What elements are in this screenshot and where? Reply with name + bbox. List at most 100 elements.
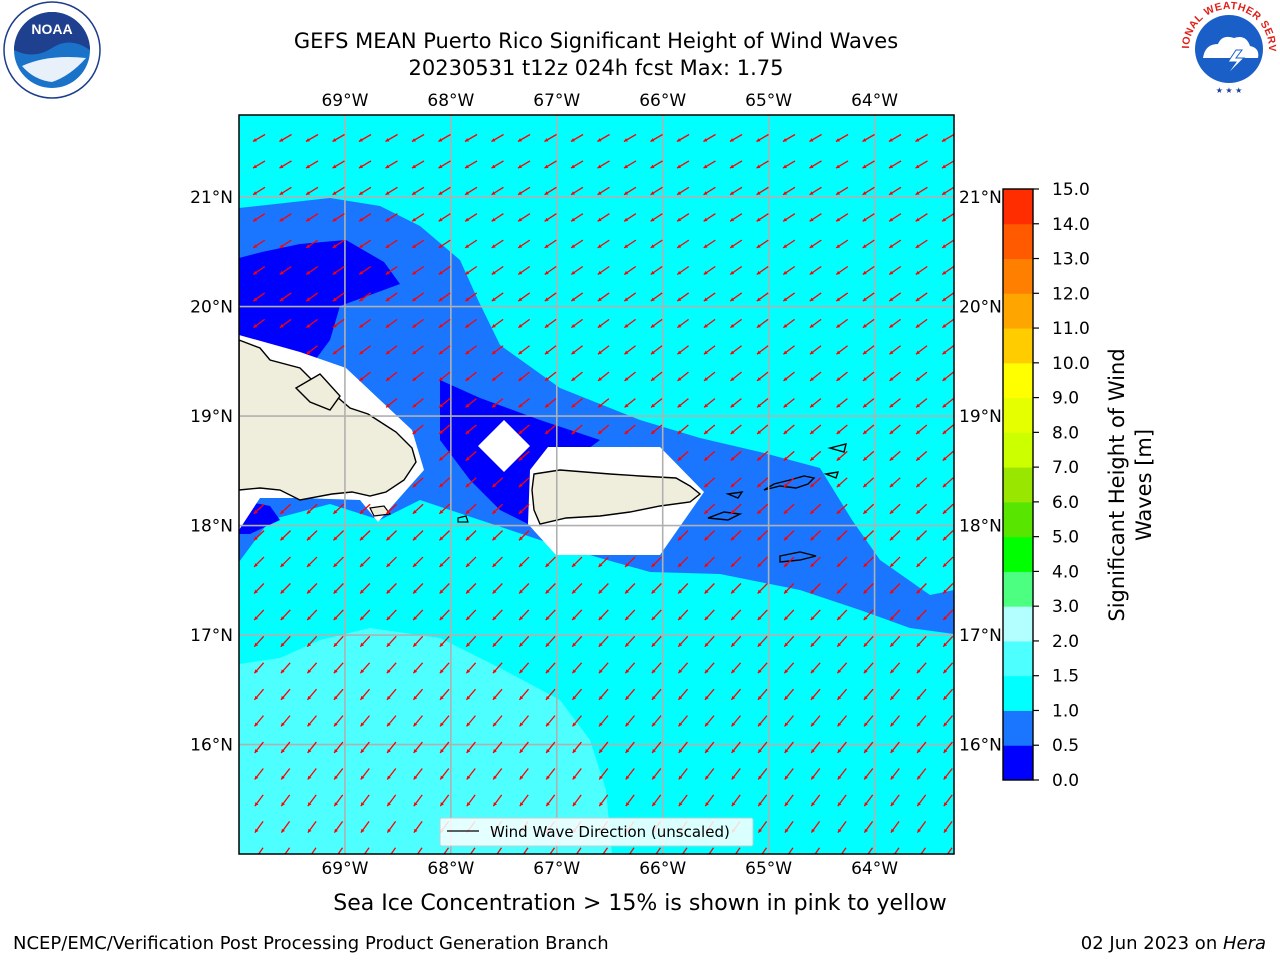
wind-wave-arrow (544, 239, 557, 249)
wind-wave-arrow (941, 318, 954, 329)
wind-wave-arrow (412, 477, 424, 488)
wind-wave-arrow (598, 768, 609, 780)
colorbar-tick-label: 10.0 (1052, 354, 1090, 374)
wind-wave-arrow (544, 345, 557, 355)
wind-wave-arrow (385, 345, 398, 355)
wind-wave-arrow (570, 160, 584, 169)
wind-wave-arrow (464, 265, 478, 276)
wind-wave-arrow (385, 213, 398, 222)
colorbar-segment (1003, 328, 1033, 364)
wind-wave-arrow (863, 741, 874, 754)
wind-wave-arrow (597, 213, 610, 222)
land-mask-mona (478, 420, 530, 472)
wind-wave-arrow (517, 239, 531, 249)
wind-wave-arrow (252, 239, 266, 249)
wind-wave-arrow (359, 556, 371, 568)
wind-wave-arrow (279, 503, 292, 515)
wind-wave-arrow (677, 609, 689, 621)
map-legend: Wind Wave Direction (unscaled) (439, 817, 754, 847)
wind-wave-arrow (518, 477, 530, 488)
wind-wave-arrow (598, 609, 609, 621)
wind-wave-arrow (677, 688, 689, 701)
wind-wave-arrow (784, 794, 794, 807)
colorbar-tick-label: 12.0 (1052, 284, 1090, 304)
colorbar-tick-label: 4.0 (1052, 562, 1079, 582)
wind-wave-arrow (545, 741, 556, 754)
lon-label-top: 66°W (639, 91, 686, 111)
colorbar-tick-label: 5.0 (1052, 528, 1079, 548)
wind-wave-arrow (651, 688, 662, 701)
wind-wave-arrow (279, 239, 292, 249)
wind-wave-arrow (386, 662, 397, 674)
wind-wave-arrow (333, 635, 344, 648)
wind-wave-arrow (941, 186, 954, 196)
colorbar-segment (1003, 362, 1033, 399)
wind-wave-arrow (305, 186, 319, 196)
wind-wave-arrow (809, 345, 822, 355)
wind-wave-arrow (888, 239, 902, 249)
wind-wave-arrow (597, 318, 610, 329)
wind-wave-arrow (438, 133, 451, 143)
wind-wave-arrow (465, 371, 477, 382)
wind-wave-arrow (809, 477, 822, 488)
lat-label-left: 20°N (190, 298, 233, 318)
colorbar-tick-label: 15.0 (1052, 180, 1090, 200)
wind-wave-arrow (413, 715, 423, 727)
colorbar-segment (1003, 432, 1033, 468)
wind-wave-arrow (915, 424, 928, 435)
wind-wave-arrow (491, 239, 504, 249)
wind-wave-arrow (253, 583, 265, 594)
wind-wave-arrow (571, 583, 583, 594)
wind-wave-arrow (731, 741, 741, 754)
wind-wave-arrow (253, 503, 265, 515)
chart-title: GEFS MEAN Puerto Rico Significant Height… (293, 29, 899, 53)
wind-wave-arrow (810, 820, 821, 834)
wind-wave-arrow (464, 133, 478, 143)
wind-wave-arrow (333, 768, 344, 780)
wind-wave-arrow (438, 371, 451, 382)
wind-wave-arrow (518, 503, 530, 515)
wind-wave-arrow (570, 265, 584, 276)
wind-wave-arrow (518, 371, 530, 382)
land-saona (369, 505, 392, 517)
wind-wave-arrow (279, 186, 292, 196)
wind-wave-arrow (784, 768, 794, 780)
wind-wave-arrow (835, 318, 849, 329)
wind-wave-arrow (731, 768, 741, 780)
wind-wave-arrow (651, 768, 662, 780)
wind-wave-arrow (518, 688, 530, 701)
wave-contour-1.5-2.0 (239, 628, 612, 854)
wind-wave-arrow (598, 662, 609, 674)
wind-wave-arrow (731, 715, 741, 727)
wind-wave-arrow (809, 160, 822, 169)
wind-wave-arrow (544, 186, 557, 196)
wind-wave-arrow (466, 741, 476, 754)
wind-wave-arrow (465, 345, 477, 355)
wind-wave-arrow (889, 662, 901, 674)
wind-wave-arrow (941, 133, 954, 143)
wind-wave-arrow (492, 662, 503, 674)
wind-wave-arrow (359, 345, 371, 355)
wind-wave-arrow (439, 794, 450, 807)
colorbar-segment (1003, 571, 1033, 607)
wind-wave-arrow (703, 292, 716, 302)
wind-wave-arrow (783, 424, 795, 435)
wind-wave-arrow (889, 688, 901, 701)
wind-wave-arrow (544, 160, 557, 169)
wind-wave-arrow (837, 820, 847, 834)
wind-wave-arrow (915, 239, 928, 249)
wind-wave-arrow (889, 398, 901, 408)
wind-wave-arrow (545, 583, 556, 594)
wind-wave-arrow (810, 794, 821, 807)
wind-wave-arrow (545, 688, 556, 701)
lon-label-top: 64°W (851, 91, 898, 111)
colorbar-segment (1003, 189, 1033, 225)
wind-wave-arrow (412, 556, 424, 568)
wind-wave-arrow (888, 160, 902, 169)
wind-wave-arrow (253, 530, 265, 541)
wind-wave-arrow (863, 530, 874, 541)
wind-wave-arrow (306, 503, 318, 515)
wind-wave-arrow (730, 398, 742, 408)
wind-wave-arrow (544, 398, 557, 408)
wind-wave-arrow (571, 556, 583, 568)
